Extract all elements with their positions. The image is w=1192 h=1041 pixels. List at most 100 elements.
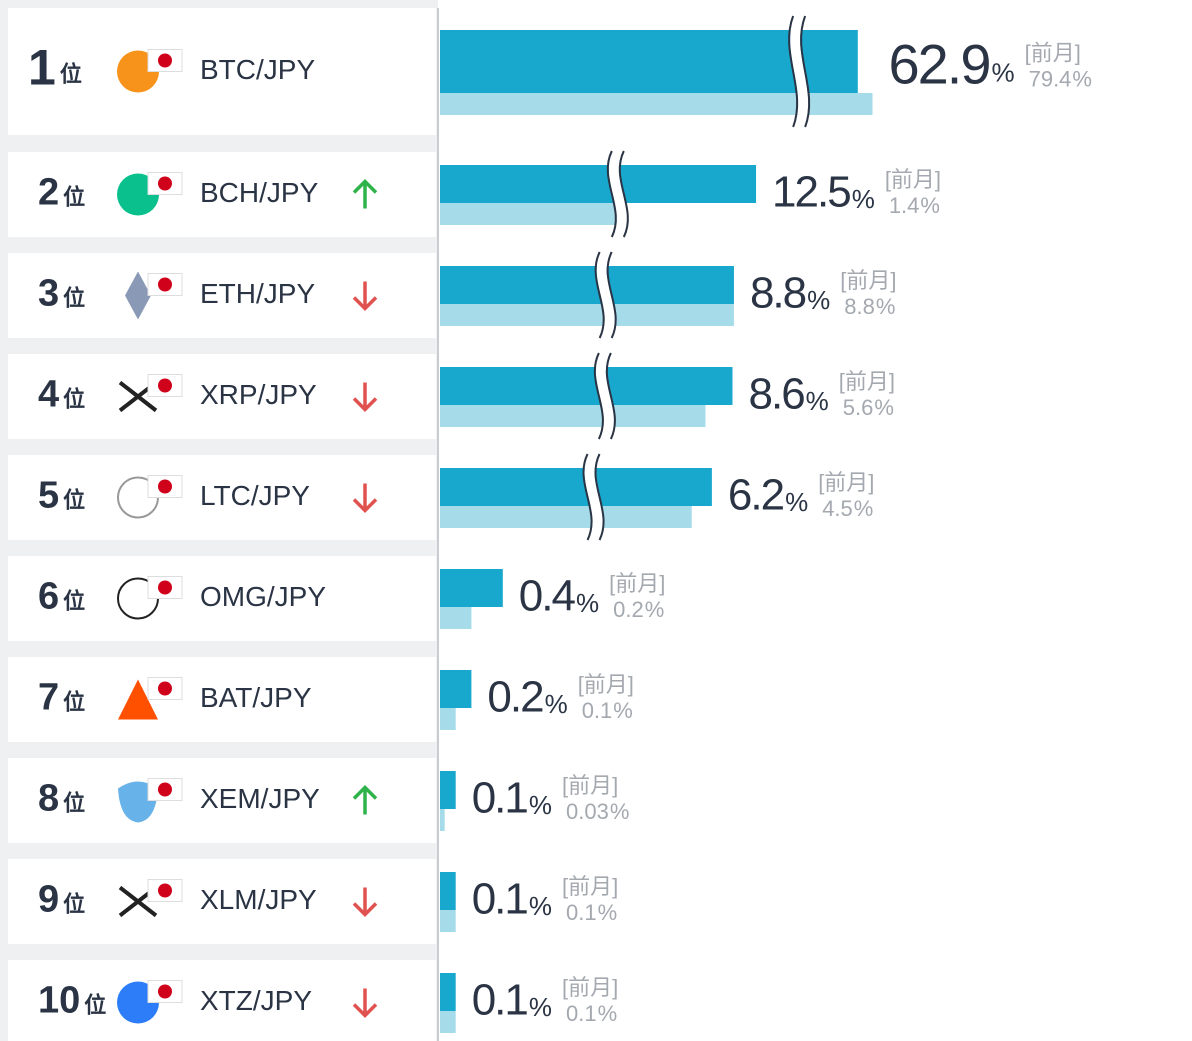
trend-arrow <box>352 483 378 513</box>
rank: 10 <box>38 980 80 1022</box>
previous-unit: % <box>598 900 618 925</box>
trend-arrow <box>352 281 378 311</box>
pair-name: ETH/JPY <box>200 278 315 309</box>
pair-name: XTZ/JPY <box>200 985 312 1016</box>
previous-value: 0.03 <box>566 799 609 824</box>
previous-value: 5.6 <box>843 395 874 420</box>
previous-label: [前月] <box>562 773 618 798</box>
axis-break <box>788 15 799 128</box>
coin-icon <box>125 271 151 320</box>
axis-break <box>594 251 605 339</box>
bar-previous <box>440 910 456 932</box>
previous-unit: % <box>613 698 633 723</box>
previous-unit: % <box>610 799 630 824</box>
bar-previous <box>440 405 706 427</box>
value-label: 12.5 <box>772 168 850 217</box>
pair-name: XEM/JPY <box>200 783 320 814</box>
value-unit: % <box>529 790 552 820</box>
pair-name: XLM/JPY <box>200 884 317 915</box>
bar-current <box>440 569 503 607</box>
rank: 9 <box>38 879 59 921</box>
previous-label: [前月] <box>885 167 941 192</box>
flag-dot <box>158 883 172 898</box>
rank: 2 <box>38 172 59 214</box>
axis-break <box>790 14 809 129</box>
value-label: 0.1 <box>472 875 528 924</box>
bar-current <box>440 468 712 506</box>
rank: 4 <box>38 374 59 416</box>
pair-name: BCH/JPY <box>200 177 319 208</box>
axis-break <box>596 249 615 341</box>
row-card <box>8 556 436 641</box>
flag-dot <box>158 277 172 292</box>
rank-unit: 位 <box>63 386 85 411</box>
previous-unit: % <box>598 1001 618 1026</box>
previous-unit: % <box>920 193 940 218</box>
rank-unit: 位 <box>63 790 85 815</box>
previous-value: 1.4 <box>889 193 920 218</box>
rank: 3 <box>38 273 59 315</box>
pair-name: LTC/JPY <box>200 480 310 511</box>
previous-label: [前月] <box>1025 40 1081 65</box>
value-label: 0.2 <box>487 673 543 722</box>
previous-value: 79.4 <box>1029 66 1072 91</box>
bar-previous <box>440 607 472 629</box>
rank-unit: 位 <box>63 487 85 512</box>
value-label: 62.9 <box>888 32 989 95</box>
axis-break <box>606 150 617 238</box>
bar-previous <box>440 708 456 730</box>
row-card <box>8 657 436 742</box>
value-unit: % <box>785 487 808 517</box>
value-unit: % <box>807 285 830 315</box>
previous-value: 0.1 <box>566 1001 597 1026</box>
flag-dot <box>158 479 172 494</box>
flag-dot <box>158 53 172 68</box>
bar-current <box>440 973 456 1011</box>
bar-current <box>440 670 472 708</box>
axis-break <box>605 352 616 440</box>
trend-arrow <box>352 785 378 815</box>
bar-current <box>440 872 456 910</box>
flag-dot <box>158 984 172 999</box>
axis-break <box>584 451 603 543</box>
trend-arrow <box>352 988 378 1018</box>
bar-previous <box>440 1011 456 1033</box>
coin-icon <box>118 679 158 720</box>
rank-unit: 位 <box>60 61 82 86</box>
bar-previous <box>440 809 445 831</box>
bar-previous <box>440 203 619 225</box>
rank-unit: 位 <box>63 689 85 714</box>
value-label: 0.1 <box>472 976 528 1025</box>
row-card <box>8 8 436 135</box>
bar-previous <box>440 93 873 115</box>
rank-unit: 位 <box>63 184 85 209</box>
axis-break <box>582 453 593 541</box>
bar-previous <box>440 304 734 326</box>
rank-unit: 位 <box>63 588 85 613</box>
value-unit: % <box>806 386 829 416</box>
pair-name: BTC/JPY <box>200 54 315 85</box>
axis-break <box>594 453 605 541</box>
previous-label: [前月] <box>818 470 874 495</box>
value-unit: % <box>545 689 568 719</box>
previous-value: 0.1 <box>566 900 597 925</box>
rank: 6 <box>38 576 59 618</box>
value-label: 0.4 <box>519 572 576 621</box>
axis-break <box>606 251 617 339</box>
value-label: 0.1 <box>472 774 528 823</box>
trend-arrow <box>352 887 378 917</box>
previous-label: [前月] <box>578 672 634 697</box>
previous-value: 0.2 <box>613 597 644 622</box>
axis-break <box>618 150 629 238</box>
axis-break <box>595 350 614 442</box>
previous-label: [前月] <box>840 268 896 293</box>
pair-name: OMG/JPY <box>200 581 326 612</box>
rank: 7 <box>38 677 59 719</box>
previous-value: 0.1 <box>582 698 613 723</box>
previous-label: [前月] <box>562 874 618 899</box>
bar-current <box>440 266 734 304</box>
previous-value: 4.5 <box>822 496 853 521</box>
value-unit: % <box>529 891 552 921</box>
previous-unit: % <box>1072 66 1092 91</box>
